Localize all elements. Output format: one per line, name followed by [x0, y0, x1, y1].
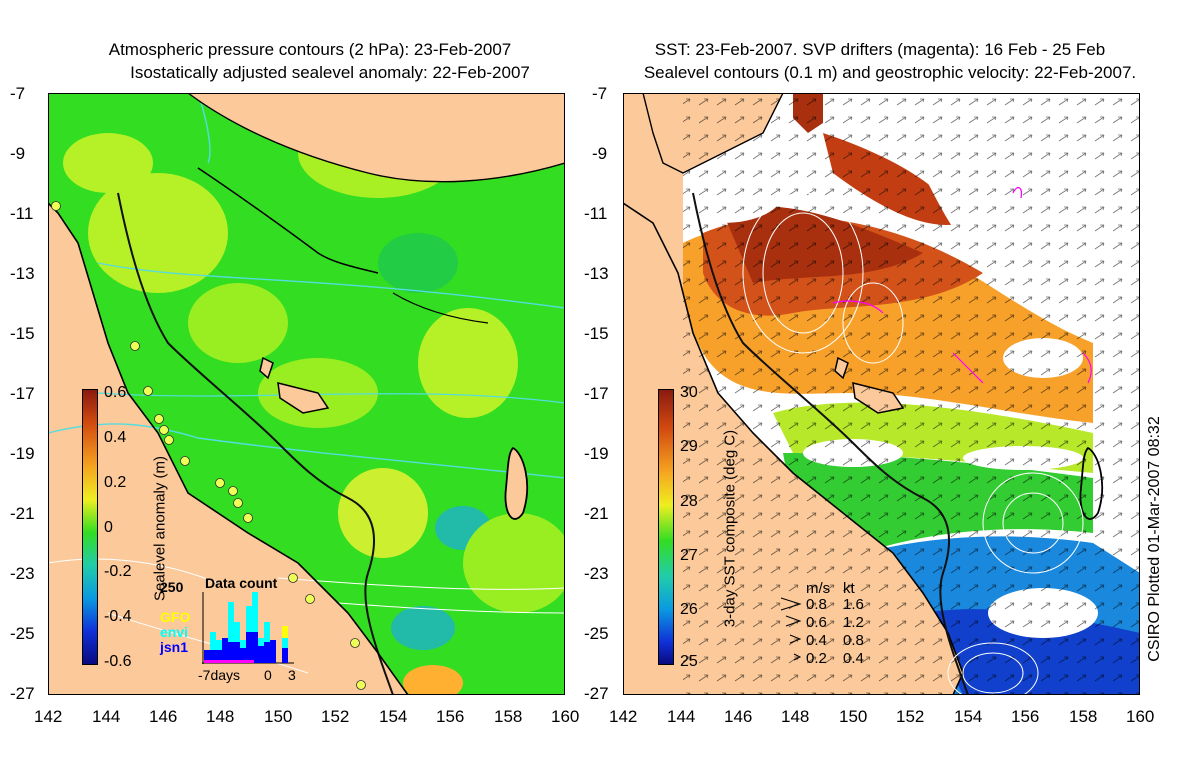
y-tick: -25 [584, 624, 609, 643]
vel-kt: 0.4 [843, 650, 864, 667]
y-tick: -13 [584, 264, 609, 283]
x-tick: 154 [954, 707, 983, 726]
y-tick: -9 [10, 144, 26, 163]
cb-tick: -0.6 [104, 653, 132, 670]
x-tick: 152 [321, 707, 350, 726]
cb-tick: 0 [104, 519, 113, 536]
sst-map [623, 93, 1140, 695]
right-title-line1: SST: 23-Feb-2007. SVP drifters (magenta)… [654, 40, 1106, 59]
cb-tick: 30 [680, 384, 698, 401]
left-title-line2: Isostatically adjusted sealevel anomaly:… [130, 63, 530, 82]
x-tick: 148 [206, 707, 235, 726]
cb-tick: 0.2 [104, 474, 127, 491]
vel-ms: 0.4 [806, 632, 827, 649]
cb-tick: 28 [680, 493, 698, 510]
y-tick: -7 [10, 84, 26, 103]
cb-tick: 0.4 [104, 429, 127, 446]
x-tick: 154 [379, 707, 408, 726]
x-tick: 158 [1069, 707, 1098, 726]
y-tick: -11 [10, 204, 34, 223]
inset-x-left: -7days [198, 667, 241, 683]
y-tick: -21 [584, 504, 609, 523]
vel-kt: 0.8 [843, 632, 864, 649]
sst-colorbar [658, 389, 674, 665]
cb-tick: 27 [680, 547, 698, 564]
y-tick: -15 [10, 324, 35, 343]
y-tick: -23 [584, 564, 609, 583]
vel-kt: 1.2 [843, 614, 864, 631]
y-tick: -21 [10, 504, 35, 523]
y-tick: -19 [584, 444, 609, 463]
cb-tick: 29 [680, 438, 698, 455]
vel-header-ms: m/s [806, 580, 831, 597]
inset-x-mid: 0 [264, 667, 272, 683]
x-tick: 160 [551, 707, 580, 726]
vel-ms: 0.6 [806, 614, 827, 631]
cb-tick: -0.2 [104, 563, 132, 580]
y-tick: -11 [584, 204, 608, 223]
y-tick: -23 [10, 564, 35, 583]
sat-envi: envi [160, 624, 189, 640]
x-tick: 146 [724, 707, 753, 726]
y-tick: -17 [584, 384, 609, 403]
x-tick: 146 [149, 707, 178, 726]
count-max-label: 250 [160, 579, 184, 595]
inset-title: Data count [205, 575, 278, 591]
colorbar-label: 3-day SST composite (deg C) [721, 429, 739, 628]
y-tick: -19 [10, 444, 35, 463]
x-tick: 144 [92, 707, 121, 726]
x-tick: 142 [609, 707, 638, 726]
y-tick: -9 [592, 144, 608, 163]
vel-kt: 1.6 [843, 596, 864, 613]
plot-credit: CSIRO Plotted 01-Mar-2007 08:32 [1146, 416, 1163, 662]
cb-tick: 0.6 [104, 384, 127, 401]
x-tick: 148 [781, 707, 810, 726]
x-tick: 144 [667, 707, 696, 726]
cb-tick: 25 [680, 653, 698, 670]
right-title-line2: Sealevel contours (0.1 m) and geostrophi… [643, 63, 1137, 82]
data-count-histogram [202, 592, 294, 664]
x-tick: 150 [839, 707, 868, 726]
x-tick: 156 [1011, 707, 1040, 726]
x-tick: 158 [494, 707, 523, 726]
cb-tick: -0.4 [104, 608, 132, 625]
vel-ms: 0.2 [806, 650, 827, 667]
sat-gfo: GFO [160, 609, 191, 625]
y-tick: -17 [10, 384, 35, 403]
x-tick: 150 [264, 707, 293, 726]
x-tick: 156 [436, 707, 465, 726]
hist-bars [204, 592, 288, 663]
x-tick: 142 [34, 707, 63, 726]
y-tick: -27 [10, 684, 35, 703]
left-title-line1: Atmospheric pressure contours (2 hPa): 2… [108, 40, 512, 59]
y-tick: -13 [10, 264, 35, 283]
sealevel-anomaly-map [48, 93, 565, 695]
vel-header-kt: kt [843, 580, 855, 597]
vel-ms: 0.8 [806, 596, 827, 613]
inset-x-right: 3 [288, 667, 296, 683]
y-tick: -15 [584, 324, 609, 343]
sealevel-colorbar [82, 389, 98, 665]
x-tick: 160 [1126, 707, 1155, 726]
y-tick: -25 [10, 624, 35, 643]
sat-jsn1: jsn1 [160, 639, 189, 655]
cb-tick: 26 [680, 601, 698, 618]
y-tick: -7 [592, 84, 608, 103]
x-tick: 152 [896, 707, 925, 726]
y-tick: -27 [584, 684, 609, 703]
